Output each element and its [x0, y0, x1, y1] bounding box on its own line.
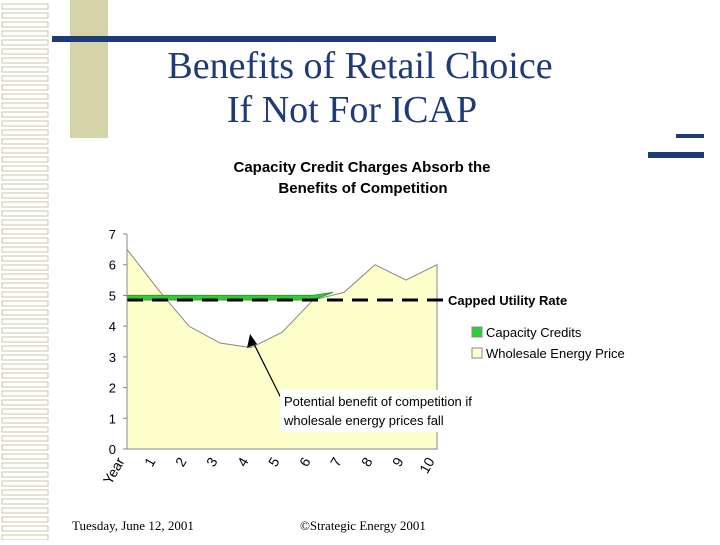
footer-date: Tuesday, June 12, 2001 — [72, 518, 194, 533]
annotation: Potential benefit of competition if — [284, 394, 472, 409]
stripe — [1, 462, 49, 469]
stripe — [1, 408, 49, 415]
stripe — [1, 426, 49, 433]
stripe — [1, 291, 49, 298]
annotation-arrow — [251, 339, 283, 401]
stripe — [1, 309, 49, 316]
stripe — [1, 498, 49, 505]
stripe — [1, 75, 49, 82]
slide-title: Benefits of Retail Choice — [167, 45, 552, 87]
legend-label: Wholesale Energy Price — [486, 346, 625, 361]
stripe — [1, 3, 49, 10]
stripe — [1, 183, 49, 190]
x-tick-label: 1 — [141, 454, 159, 469]
stripe — [1, 174, 49, 181]
x-tick-label: 5 — [265, 454, 283, 469]
stripe — [1, 336, 49, 343]
stripe — [1, 39, 49, 46]
stripe — [1, 246, 49, 253]
x-tick-label: Year — [100, 454, 128, 487]
stripe — [1, 372, 49, 379]
stripe — [1, 345, 49, 352]
stripe — [1, 48, 49, 55]
stripe — [1, 525, 49, 532]
stripes — [1, 3, 49, 541]
stripe — [1, 354, 49, 361]
stripe — [1, 453, 49, 460]
slide-title: If Not For ICAP — [227, 89, 477, 131]
stripe — [1, 66, 49, 73]
chart-title: Capacity Credit Charges Absorb the — [234, 159, 491, 176]
stripe — [1, 471, 49, 478]
legend-swatch — [471, 326, 483, 338]
stripe — [1, 390, 49, 397]
x-tick-label: 9 — [389, 454, 407, 469]
capacity-band — [126, 291, 334, 301]
reference-label: Capped Utility Rate — [448, 293, 567, 308]
y-tick-label: 7 — [109, 227, 116, 242]
x-tick-label: 8 — [358, 454, 376, 469]
stripe — [1, 273, 49, 280]
stripe — [1, 201, 49, 208]
x-tick-label: 10 — [416, 454, 438, 476]
stripe — [1, 129, 49, 136]
y-tick-label: 5 — [109, 288, 116, 303]
stripe — [1, 192, 49, 199]
stripe — [1, 237, 49, 244]
stripe — [1, 84, 49, 91]
y-tick-label: 3 — [109, 350, 116, 365]
footer-copyright: ©Strategic Energy 2001 — [300, 518, 426, 533]
stripe — [1, 264, 49, 271]
x-tick-label: 6 — [296, 454, 314, 469]
stripe — [1, 480, 49, 487]
stripe — [1, 147, 49, 154]
stripe — [1, 12, 49, 19]
chart-title: Benefits of Competition — [278, 180, 447, 197]
legend-swatch — [471, 347, 483, 359]
stripe — [1, 435, 49, 442]
stripe — [1, 417, 49, 424]
stripe — [1, 30, 49, 37]
stripe — [1, 120, 49, 127]
stripe — [1, 399, 49, 406]
stripe — [1, 210, 49, 217]
stripe — [1, 300, 49, 307]
y-tick-label: 0 — [109, 442, 116, 457]
stripe — [1, 21, 49, 28]
stripe — [1, 219, 49, 226]
stripe — [1, 318, 49, 325]
arrow-head — [247, 334, 257, 348]
stripe — [1, 516, 49, 523]
stripe — [1, 102, 49, 109]
annotation: wholesale energy prices fall — [283, 413, 444, 428]
stripe — [1, 138, 49, 145]
stripe — [1, 111, 49, 118]
y-tick-label: 1 — [109, 411, 116, 426]
stripe — [1, 444, 49, 451]
stripe — [1, 165, 49, 172]
stripe — [1, 255, 49, 262]
stripe — [1, 282, 49, 289]
stripe — [1, 327, 49, 334]
annotation-box — [280, 390, 492, 432]
y-tick-label: 6 — [109, 258, 116, 273]
stripe — [1, 363, 49, 370]
stripe — [1, 381, 49, 388]
x-tick-label: 7 — [327, 454, 345, 469]
stripe — [1, 93, 49, 100]
stripe — [1, 228, 49, 235]
stripe — [1, 57, 49, 64]
x-tick-label: 3 — [203, 454, 221, 469]
y-tick-label: 2 — [109, 381, 116, 396]
y-tick-label: 4 — [109, 319, 116, 334]
stripe — [1, 156, 49, 163]
x-tick-label: 2 — [172, 454, 190, 469]
stripe — [1, 489, 49, 496]
stripe — [1, 507, 49, 514]
legend-label: Capacity Credits — [486, 325, 582, 340]
x-tick-label: 4 — [234, 454, 252, 469]
